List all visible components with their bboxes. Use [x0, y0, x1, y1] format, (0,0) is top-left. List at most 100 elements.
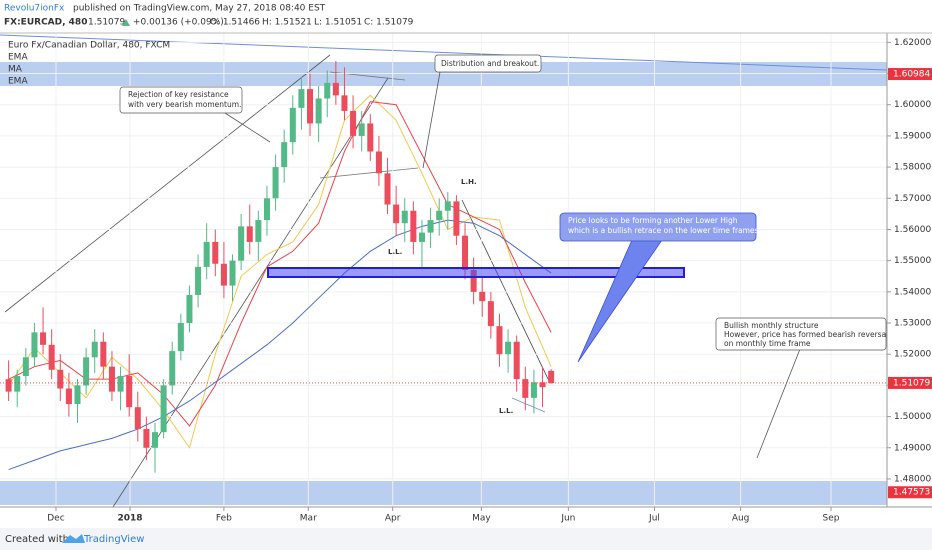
candle-body — [367, 123, 374, 152]
candle-body — [126, 376, 133, 408]
candle-body — [281, 142, 288, 168]
footer-brand: TradingView — [83, 534, 144, 545]
candle-body — [255, 220, 262, 242]
trend-line — [0, 34, 888, 71]
swing-label: L.H. — [461, 178, 477, 186]
x-tick-label: Dec — [47, 514, 64, 524]
callout-box — [434, 54, 542, 73]
candle-body — [272, 167, 279, 199]
callout-pointer — [756, 348, 801, 459]
y-tick-label: 1.60000 — [894, 100, 931, 110]
candle-body — [48, 344, 55, 370]
up-arrow — [122, 19, 130, 26]
annotation-text: Price looks to be forming another Lower … — [568, 216, 738, 225]
candle-body — [160, 385, 167, 433]
candle-body — [40, 332, 47, 345]
annotation-text: Rejection of key resistance — [128, 90, 229, 99]
plot — [0, 33, 887, 507]
price-tag — [888, 486, 932, 499]
callout-pointer — [224, 112, 271, 143]
y-tick-label: 1.62000 — [894, 38, 931, 48]
candle-body — [427, 220, 434, 233]
price-tag-label: 1.51079 — [893, 378, 930, 388]
candle-body — [539, 382, 546, 388]
ohlc: H: 1.51521 — [262, 18, 312, 28]
x-tick-label: Jun — [560, 514, 575, 524]
legend-entry: EMA — [8, 77, 28, 87]
annotation-text: Bullish monthly structure — [724, 321, 819, 330]
candle-body — [496, 326, 503, 355]
y-tick-label: 1.56000 — [894, 225, 931, 235]
candle-body — [401, 210, 408, 224]
price-tag-label: 1.60984 — [893, 70, 930, 80]
legend-entry: EMA — [8, 53, 28, 63]
candle-body — [358, 123, 365, 136]
candle-body — [341, 95, 348, 111]
candle-body — [186, 294, 193, 324]
candle-body — [57, 369, 64, 389]
candle-body — [418, 232, 425, 242]
callout-box — [559, 212, 757, 242]
x-tick-label: Feb — [216, 514, 232, 524]
candle-body — [143, 429, 150, 448]
annotation-text: on monthly time frame — [724, 339, 811, 348]
candle-body — [462, 235, 469, 270]
candle-body — [220, 263, 227, 286]
x-tick-label: Aug — [732, 514, 750, 524]
annotation-text: Distribution and breakout. — [441, 59, 539, 68]
candle-body — [117, 376, 124, 392]
candle-body — [212, 241, 219, 264]
candle-body — [470, 270, 477, 292]
candle-body — [246, 226, 253, 242]
change: +0.00136 (+0.09%) — [133, 18, 224, 28]
swing-label: L.L. — [499, 407, 513, 415]
y-tick-label: 1.55000 — [894, 256, 931, 266]
candle-body — [229, 260, 236, 286]
candle-body — [298, 89, 305, 108]
candle-body — [74, 385, 81, 405]
chart-title: Euro Fx/Canadian Dollar, 480, FXCM — [8, 41, 170, 51]
ohlc: O: 1.51466 — [210, 18, 260, 28]
x-tick-label: Apr — [385, 514, 401, 524]
candle-body — [22, 357, 29, 377]
annotation-text: which is a bullish retrace on the lower … — [568, 226, 761, 235]
x-tick-label: 2018 — [118, 514, 143, 524]
x-tick-label: May — [472, 514, 491, 524]
y-tick-label: 1.49000 — [894, 443, 931, 453]
price-axis — [887, 33, 932, 528]
candle-body — [487, 301, 494, 327]
footer-bg — [0, 528, 932, 550]
candle-body — [444, 201, 451, 211]
trend-line — [112, 77, 389, 508]
callout-pointer — [577, 239, 663, 363]
candle-body — [108, 366, 115, 392]
candle-body — [453, 201, 460, 236]
candle-body — [393, 204, 400, 224]
axes: 1.480001.490001.500001.510001.520001.530… — [47, 38, 932, 524]
candle-body — [169, 351, 176, 386]
candle-body — [324, 82, 331, 99]
candle-body — [14, 376, 21, 392]
y-tick-label: 1.53000 — [894, 319, 931, 329]
candle-body — [203, 241, 210, 267]
trend-line — [4, 54, 331, 313]
y-tick-label: 1.59000 — [894, 131, 931, 141]
annotation-text: with very bearish momentum. — [128, 100, 241, 109]
header-bg — [0, 0, 932, 33]
price-tag — [888, 376, 932, 389]
published: published on TradingView.com, May 27, 20… — [73, 4, 326, 14]
legend-entry: MA — [8, 65, 23, 75]
support-zone — [0, 481, 887, 505]
candle-body — [5, 379, 12, 392]
candle-body — [177, 323, 184, 352]
indicator-line — [8, 101, 552, 427]
candle-body — [289, 107, 296, 143]
candle-body — [522, 379, 529, 398]
candle-body — [350, 110, 357, 136]
candle-body — [505, 341, 512, 355]
candle-body — [479, 291, 486, 302]
y-tick-label: 1.58000 — [894, 163, 931, 173]
candle-body — [195, 266, 202, 295]
